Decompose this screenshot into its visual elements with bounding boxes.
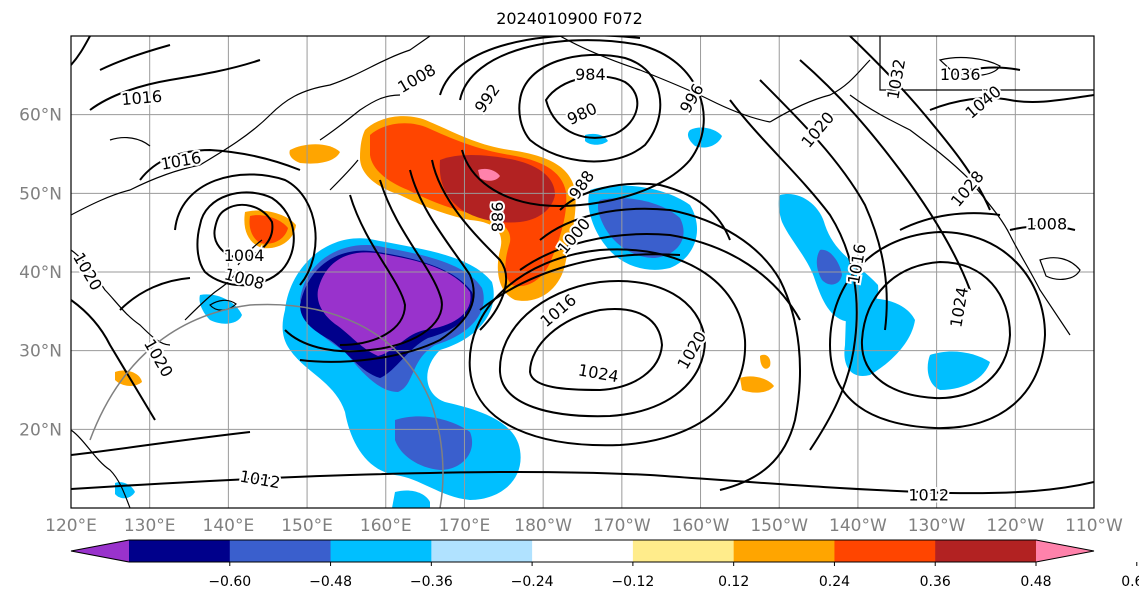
lon-tick-label: 140°E (203, 516, 255, 536)
contour-label: 988 (487, 202, 506, 233)
lon-tick-label: 120°E (45, 516, 97, 536)
lon-tick-label: 130°W (908, 516, 966, 536)
colorbar-tick-label: 0.48 (1020, 574, 1051, 590)
lat-tick-label: 40°N (19, 263, 62, 283)
colorbar-segment (632, 540, 735, 562)
colorbar-segment (733, 540, 835, 562)
map-frame (70, 35, 1095, 509)
colorbar-segment (935, 540, 1037, 562)
latitude-labels: 20°N 30°N 40°N 50°N 60°N (19, 106, 62, 441)
lat-tick-label: 30°N (19, 342, 62, 362)
colorbar-tick-label: 0.12 (718, 574, 749, 590)
lat-tick-label: 20°N (19, 420, 62, 440)
lon-tick-label: 160°W (672, 516, 730, 536)
lon-tick-label: 130°E (124, 516, 176, 536)
colorbar-tick-label: 0.60 (1121, 574, 1139, 590)
contour-label: 1004 (224, 246, 265, 265)
lat-tick-label: 60°N (19, 106, 62, 126)
lon-tick-label: 120°W (986, 516, 1044, 536)
grid-lines (71, 36, 1094, 508)
lon-tick-label: 140°W (829, 516, 887, 536)
colorbar-extend-low (71, 540, 129, 562)
colorbar-segment (129, 540, 231, 562)
colorbar-segment (229, 540, 332, 562)
colorbar-segment (330, 540, 432, 562)
colorbar-ticks: −0.60 −0.48 −0.36 −0.24 −0.12 0.12 0.24 0.36 0.4… (208, 562, 1139, 590)
colorbar-extend-high (1036, 540, 1094, 562)
contour-label: 1008 (1026, 214, 1067, 233)
colorbar-tick-label: −0.24 (511, 574, 554, 590)
lon-tick-label: 150°W (750, 516, 808, 536)
colorbar-tick-label: −0.36 (410, 574, 453, 590)
colorbar-tick-label: −0.48 (309, 574, 352, 590)
lon-tick-label: 180°W (514, 516, 572, 536)
lon-tick-label: 170°W (593, 516, 651, 536)
colorbar-tick-label: 0.36 (920, 574, 951, 590)
colorbar (70, 539, 1095, 563)
contour-label: 1012 (908, 486, 949, 505)
lon-tick-label: 150°E (281, 516, 333, 536)
colorbar-tick-label: −0.60 (208, 574, 251, 590)
colorbar-segment (834, 540, 936, 562)
colorbar-outline (70, 539, 1095, 563)
colorbar-tick-label: 0.24 (819, 574, 850, 590)
contour-label: 1016 (121, 87, 163, 109)
colorbar-segment (532, 540, 634, 562)
lon-tick-label: 170°E (439, 516, 491, 536)
colorbar-segment (431, 540, 533, 562)
contour-label: 984 (575, 65, 606, 84)
lat-tick-label: 50°N (19, 184, 62, 204)
colorbar-tick-label: −0.12 (611, 574, 654, 590)
range-ring (89, 303, 444, 508)
map-title: 2024010900 F072 (496, 9, 643, 28)
contour-label: 1036 (940, 65, 981, 84)
lon-tick-label: 110°W (1065, 516, 1123, 536)
longitude-labels: 120°E 130°E 140°E 150°E 160°E 170°E 180°W 170°W… (45, 516, 1123, 536)
pressure-contours (71, 36, 1094, 495)
lon-tick-label: 160°E (360, 516, 412, 536)
